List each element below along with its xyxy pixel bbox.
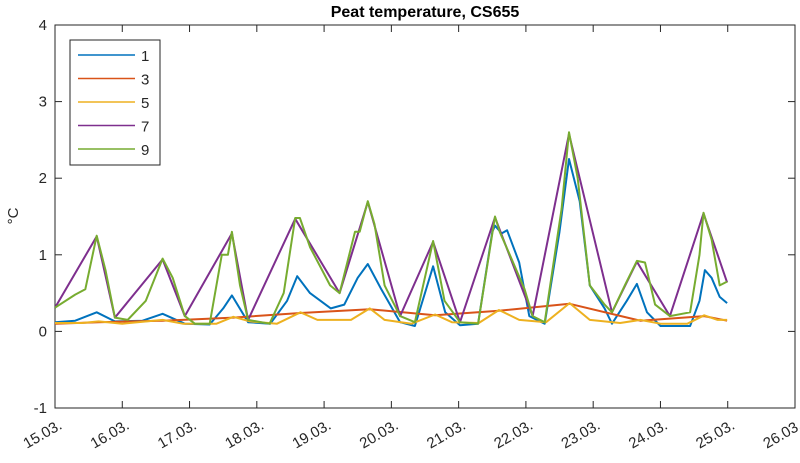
series-line-5	[55, 302, 728, 325]
legend-label-7: 7	[141, 119, 149, 136]
legend-label-5: 5	[141, 95, 149, 112]
x-tick-label: 20.03.	[357, 417, 402, 453]
x-tick-label: 19.03.	[289, 417, 334, 453]
x-tick-label: 16.03.	[88, 417, 133, 453]
x-tick-label: 26.03.	[760, 417, 800, 453]
y-axis-label: °C	[5, 207, 22, 224]
x-tick-label: 18.03.	[222, 417, 267, 453]
series-line-1	[55, 158, 728, 327]
x-tick-label: 15.03.	[20, 417, 65, 453]
x-tick-label: 21.03.	[424, 417, 469, 453]
y-tick-label: 2	[39, 170, 47, 187]
series-line-9	[55, 131, 728, 325]
legend-label-3: 3	[141, 72, 149, 89]
x-tick-label: 22.03.	[491, 417, 536, 453]
plot-area	[54, 24, 796, 409]
x-tick-label: 17.03.	[155, 417, 200, 453]
x-tick-label: 24.03.	[626, 417, 671, 453]
legend-label-9: 9	[141, 142, 149, 159]
legend-label-1: 1	[141, 48, 149, 65]
chart-title: Peat temperature, CS655	[331, 4, 520, 21]
y-tick-label: 3	[39, 94, 47, 111]
x-tick-label: 23.03.	[559, 417, 604, 453]
y-tick-label: 0	[39, 323, 47, 340]
y-tick-label: -1	[34, 400, 47, 417]
y-tick-label: 1	[39, 247, 47, 264]
legend: 1 3 5 7 9	[69, 39, 161, 166]
y-tick-label: 4	[39, 17, 47, 34]
x-tick-label: 25.03.	[693, 417, 738, 453]
